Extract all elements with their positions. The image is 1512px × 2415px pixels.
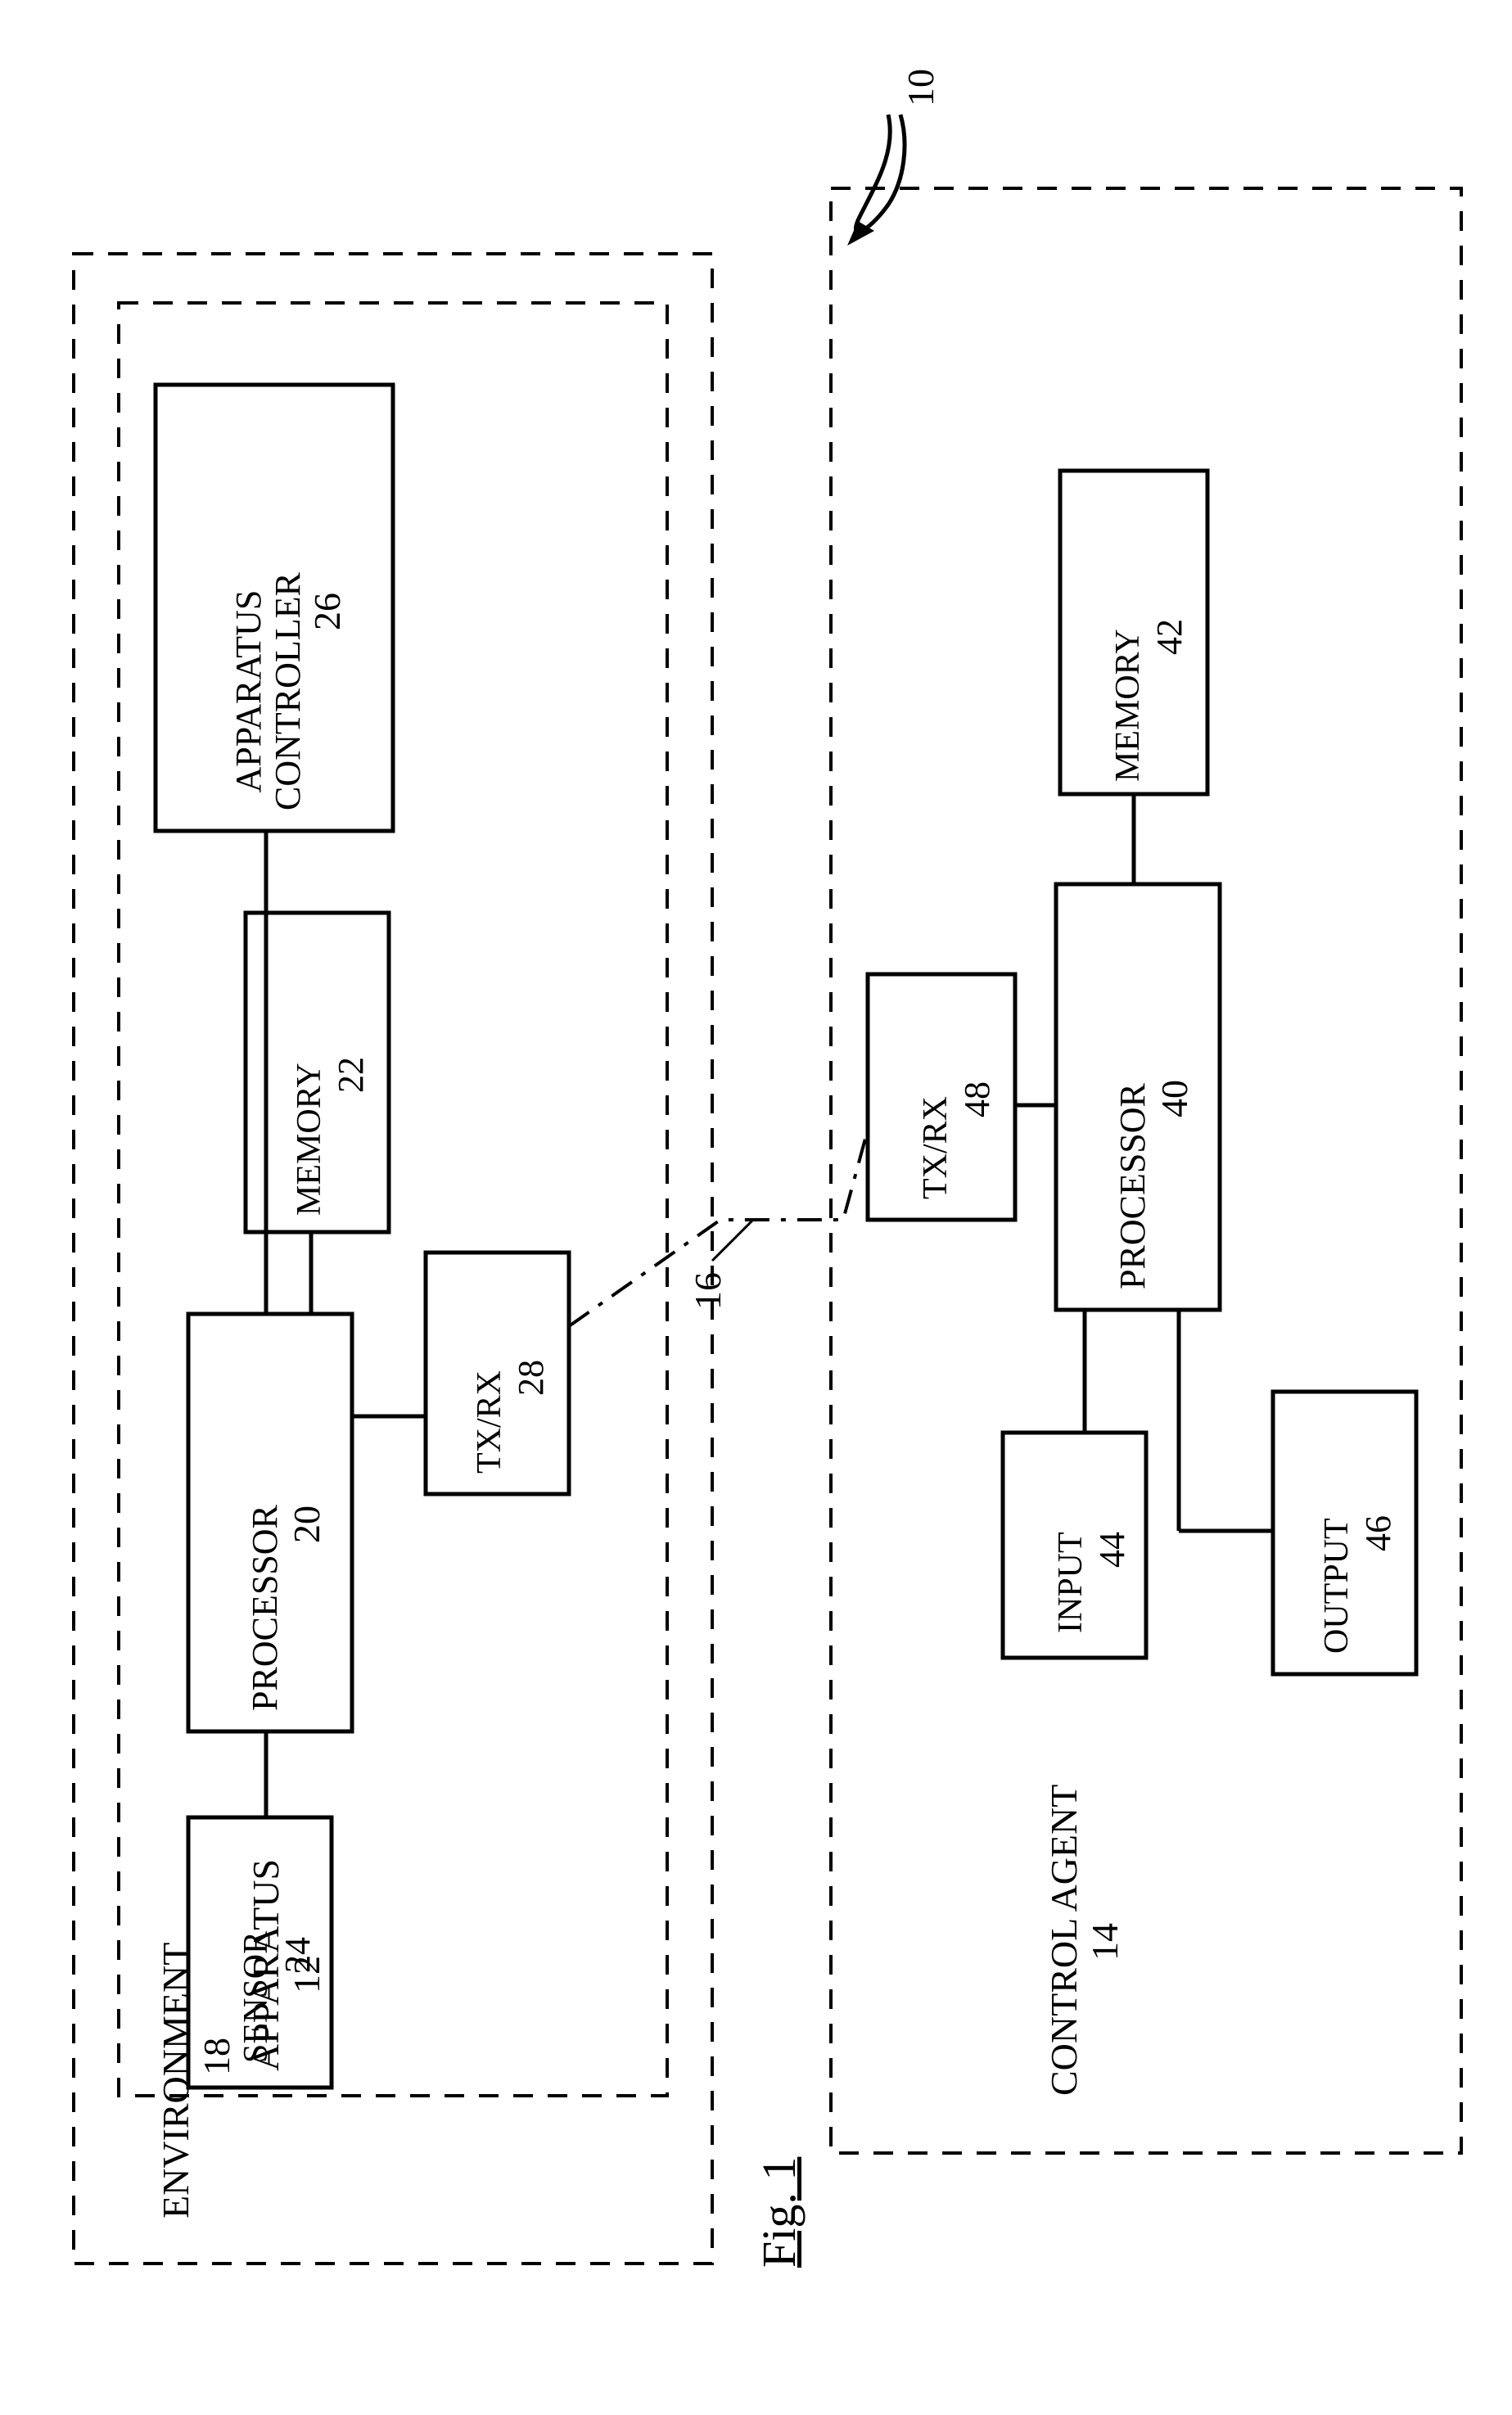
apparatus-processor-title: PROCESSOR	[246, 1505, 285, 1711]
control-agent-title: CONTROL AGENT	[1044, 1785, 1085, 2096]
ca-processor-title: PROCESSOR	[1113, 1083, 1153, 1289]
ca-txrx-ref: 48	[958, 1081, 997, 1117]
link-16-label: 16	[688, 1272, 729, 1310]
apparatus-txrx-ref: 28	[512, 1360, 551, 1396]
apparatus-sensor-ref: 24	[278, 1937, 318, 1973]
ca-txrx-title: TX/RX	[917, 1096, 955, 1199]
ca-memory-ref: 42	[1150, 619, 1189, 655]
apparatus-memory-title: MEMORY	[291, 1063, 328, 1216]
apparatus-sensor-title: SENSOR	[237, 1931, 275, 2063]
ca-input-ref: 44	[1093, 1532, 1132, 1568]
apparatus-controller-title: APPARATUS CONTROLLER	[229, 572, 309, 810]
control-agent-ref: 14	[1085, 1923, 1126, 1961]
ref-10-arrow	[847, 115, 905, 246]
ca-input-title: INPUT	[1052, 1532, 1090, 1633]
ref-10: 10	[900, 69, 942, 106]
environment-title: ENVIRONMENT	[156, 1943, 197, 2219]
environment-ref: 18	[196, 2038, 238, 2075]
apparatus-memory-ref: 22	[332, 1057, 371, 1093]
apparatus-processor-ref: 20	[287, 1505, 328, 1543]
ca-memory-title: MEMORY	[1109, 629, 1147, 782]
apparatus-controller-ref: 26	[307, 593, 349, 630]
ca-output-title: OUTPUT	[1318, 1518, 1356, 1654]
apparatus-txrx-title: TX/RX	[471, 1370, 508, 1474]
ca-processor-ref: 40	[1154, 1080, 1196, 1117]
leader-16	[712, 1220, 753, 1261]
figure-caption: Fig. 1	[753, 2157, 806, 2268]
ca-output-ref: 46	[1359, 1515, 1398, 1551]
